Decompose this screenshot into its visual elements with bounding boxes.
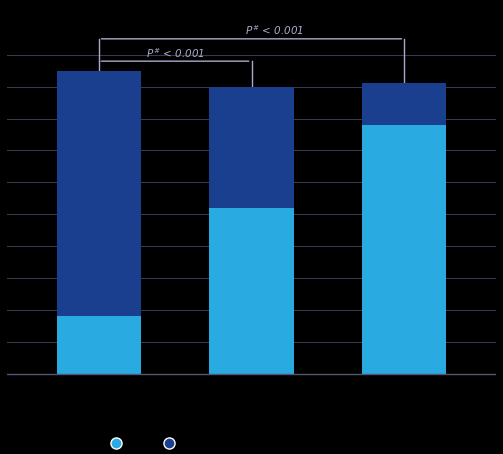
Bar bbox=[57, 71, 141, 316]
Bar bbox=[209, 87, 294, 208]
Text: $P^{\#}$ < 0.001: $P^{\#}$ < 0.001 bbox=[245, 24, 304, 37]
Text: $P^{\#}$ < 0.001: $P^{\#}$ < 0.001 bbox=[146, 46, 205, 59]
Legend: , : , bbox=[100, 434, 188, 453]
Bar bbox=[362, 125, 446, 374]
Bar bbox=[362, 84, 446, 125]
Bar bbox=[57, 316, 141, 374]
Bar bbox=[209, 208, 294, 374]
